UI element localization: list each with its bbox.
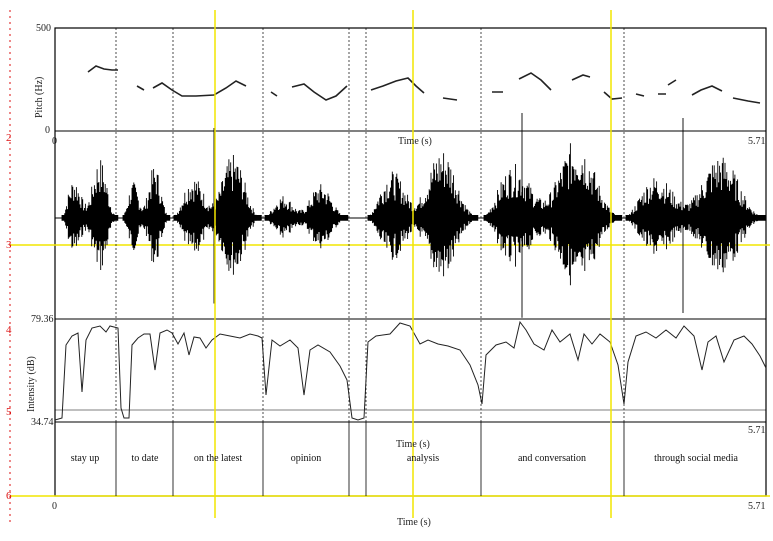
red-tick-4: 4 xyxy=(6,324,12,336)
waveform-samples xyxy=(55,113,766,318)
waveform-trace xyxy=(55,113,766,318)
pitch-contour xyxy=(87,65,761,104)
red-tick-2: 2 xyxy=(6,132,12,144)
word-interval-7[interactable]: through social media xyxy=(654,453,738,464)
wave-time-label: Time (s) xyxy=(398,136,432,147)
red-tick-3: 3 xyxy=(6,239,12,251)
word-interval-2[interactable]: to date xyxy=(131,453,159,464)
bottom-t-start: 0 xyxy=(52,501,57,512)
plot-frame xyxy=(54,27,767,497)
word-interval-5[interactable]: analysis xyxy=(406,453,440,464)
intensity-contour xyxy=(54,320,767,421)
intensity-max-label: 79.36 xyxy=(31,314,54,325)
pitch-min-label: 0 xyxy=(45,125,50,136)
wave-t-end: 5.71 xyxy=(748,136,766,147)
intensity-min-label: 34.74 xyxy=(31,417,54,428)
word-interval-6[interactable]: and conversation xyxy=(517,453,587,464)
intensity-axis-title: Intensity (dB) xyxy=(26,356,37,412)
wave-t-start: 0 xyxy=(52,136,57,147)
word-interval-4[interactable]: opinion xyxy=(290,453,322,464)
red-tick-6: 6 xyxy=(6,490,12,502)
word-boundaries xyxy=(115,28,625,496)
word-interval-1[interactable]: stay up xyxy=(70,453,100,464)
word-interval-3[interactable]: on the latest xyxy=(193,453,243,464)
textgrid-time-label: Time (s) xyxy=(396,439,430,450)
pitch-axis-title: Pitch (Hz) xyxy=(34,76,45,118)
pitch-max-label: 500 xyxy=(36,23,51,34)
bottom-time-label: Time (s) xyxy=(397,517,431,528)
red-tick-5: 5 xyxy=(6,406,12,418)
bottom-t-end: 5.71 xyxy=(748,501,766,512)
textgrid-t-end: 5.71 xyxy=(748,425,766,436)
